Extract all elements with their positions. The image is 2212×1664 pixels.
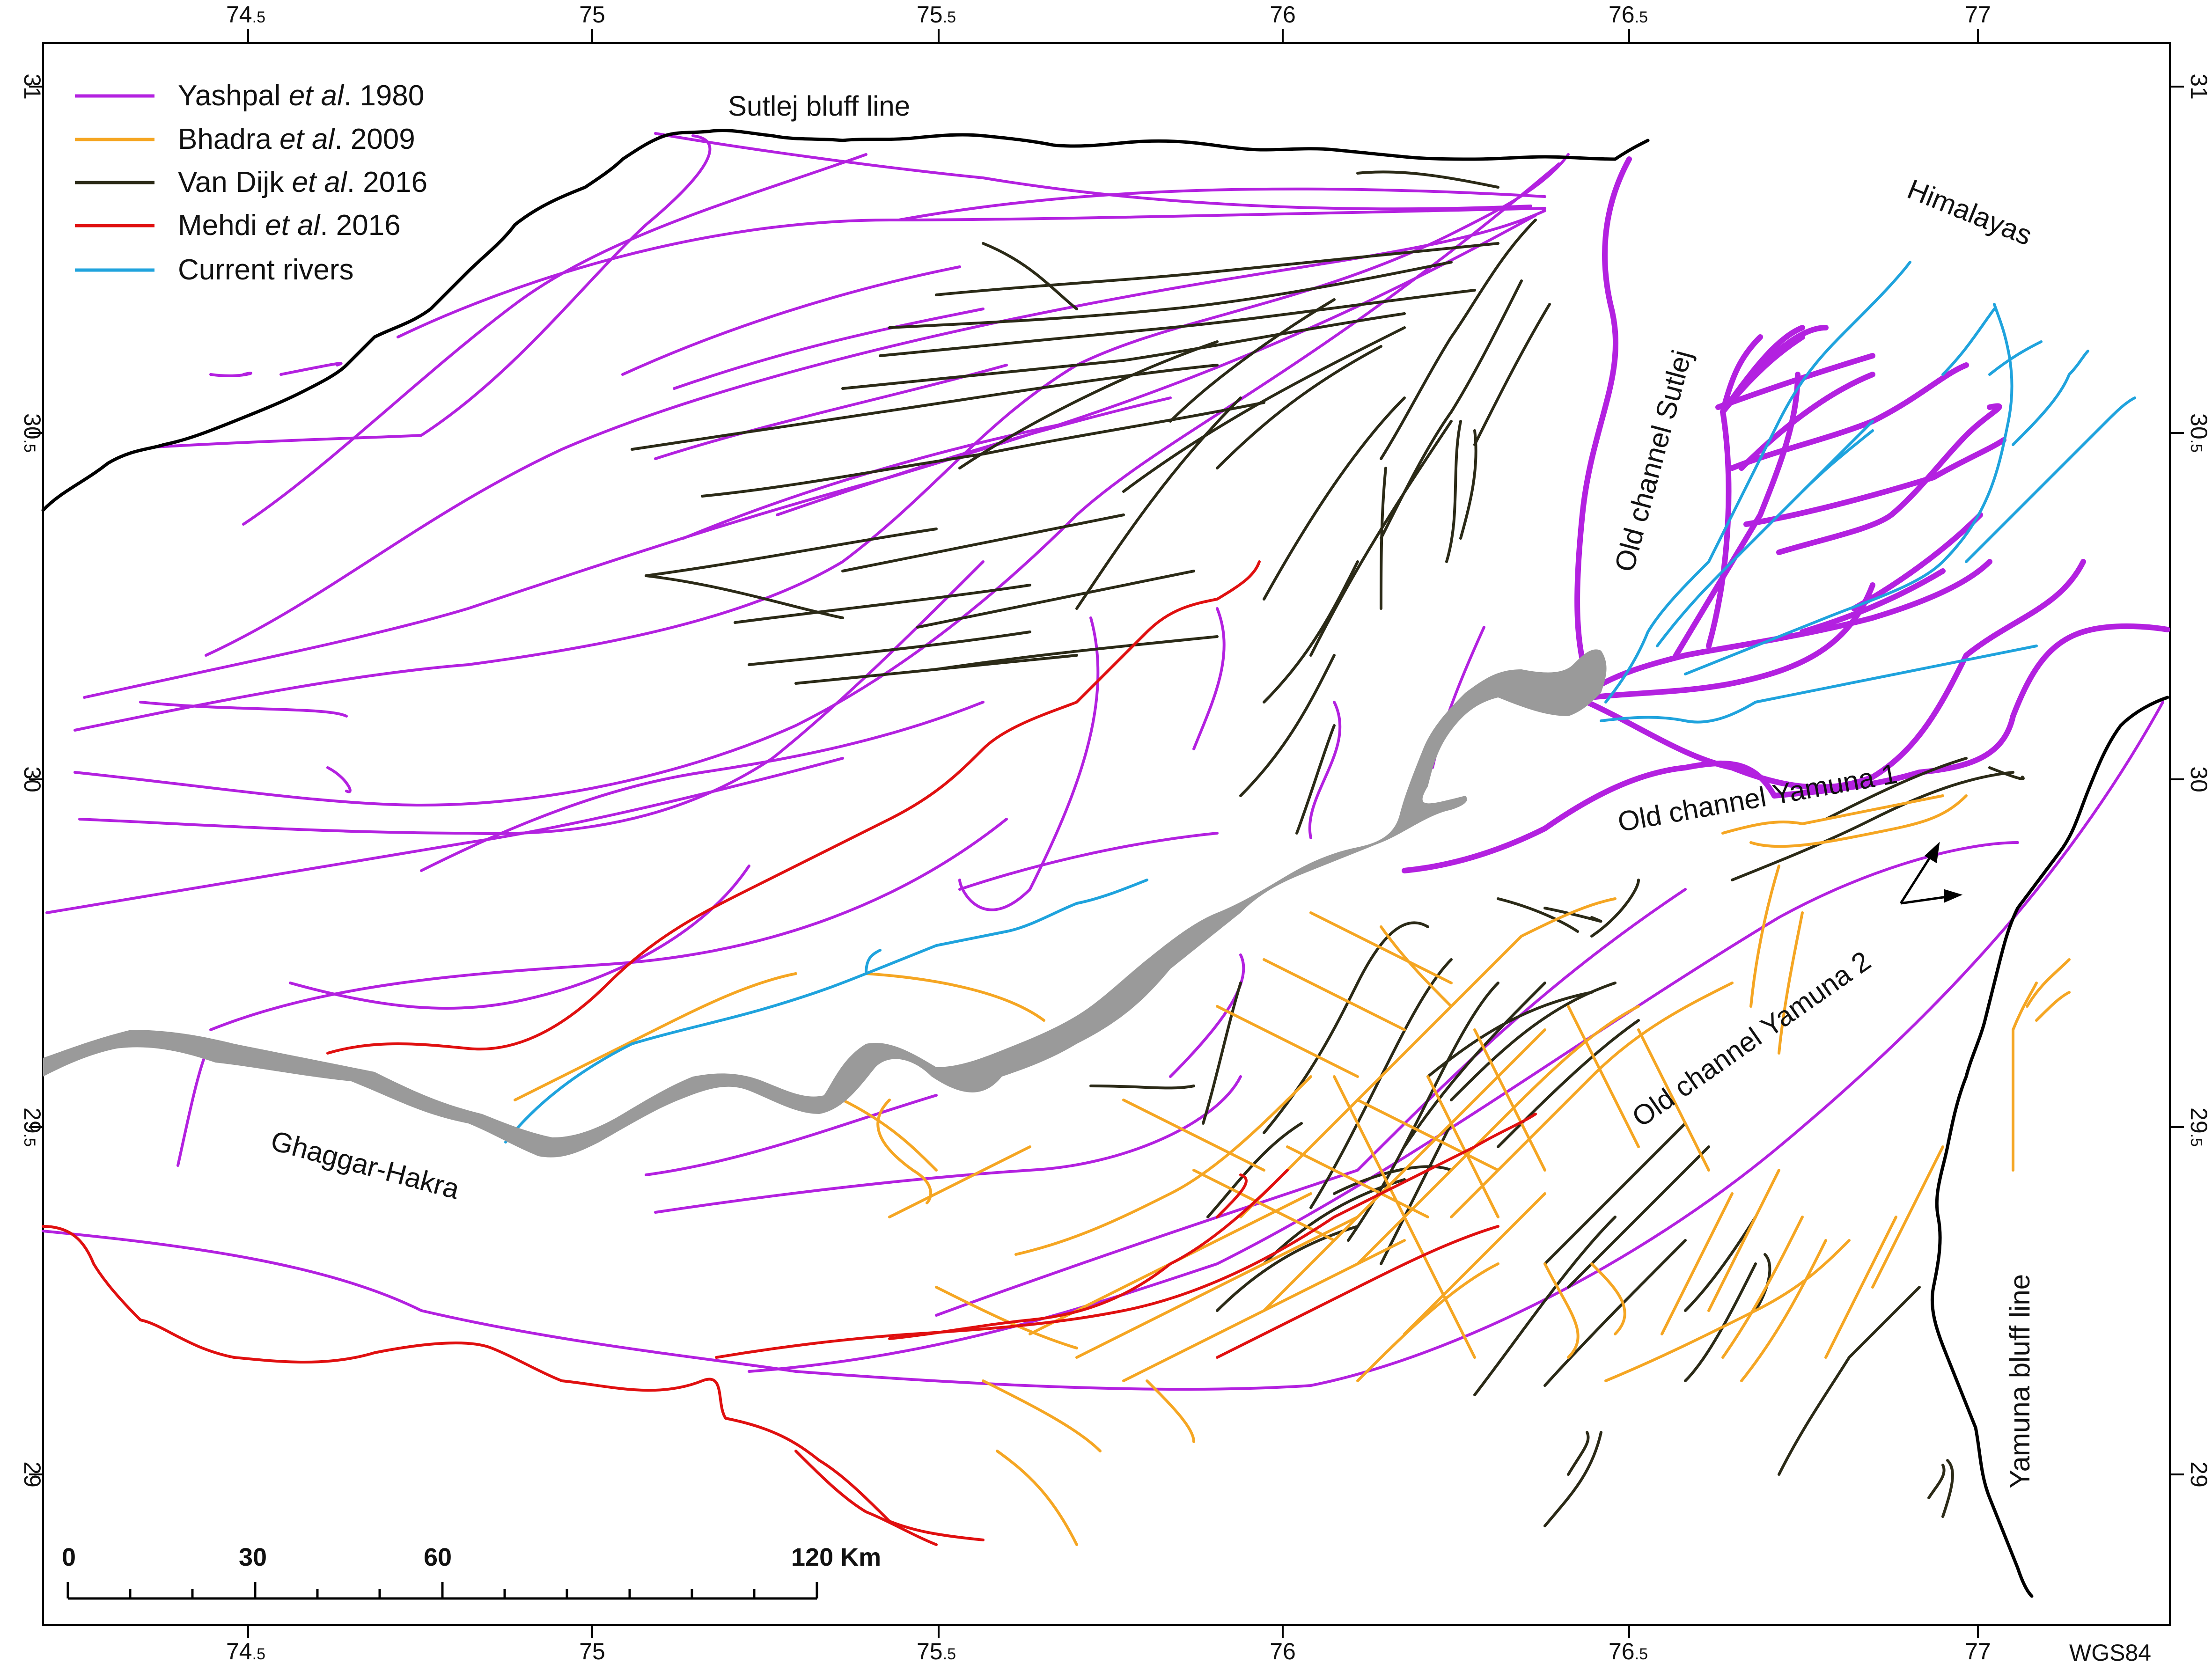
svg-text:Bhadra et al. 2009: Bhadra et al. 2009 xyxy=(178,123,415,155)
legend-item-mehdi: Mehdi et al. 2016 xyxy=(75,209,401,242)
scale-label-30: 30 xyxy=(239,1543,267,1571)
y-tick-right-0: 31 xyxy=(2186,73,2212,100)
label-yamuna-bluff: Yamuna bluff line xyxy=(2004,1274,2036,1488)
current-rivers xyxy=(504,261,2136,1144)
y-tick-right-2: 30 xyxy=(2186,766,2212,792)
legend-item-bhadra: Bhadra et al. 2009 xyxy=(75,123,415,155)
y-tick-right-4: 29 xyxy=(2186,1461,2212,1488)
scale-label-120: 120 Km xyxy=(791,1543,881,1571)
x-tick-top-5: 77 xyxy=(1965,1,1991,28)
legend: Yashpal et al. 1980 Bhadra et al. 2009 V… xyxy=(75,80,427,286)
y-tick-left-0: 31 xyxy=(19,73,45,100)
y-axis-left-labels: 31 30.5 30 29.5 29 xyxy=(19,73,45,1488)
x-tick-bottom-0: 74.5 xyxy=(226,1638,265,1664)
yashpal-major-channels xyxy=(1402,156,2170,873)
label-sutlej-bluff: Sutlej bluff line xyxy=(728,90,910,122)
x-tick-top-1: 75 xyxy=(579,1,605,28)
y-axis-right-labels: 31 30.5 30 29.5 29 xyxy=(2186,73,2212,1488)
frame-ticks xyxy=(29,29,2184,1638)
x-tick-bottom-2: 75.5 xyxy=(917,1638,956,1664)
datum-label: WGS84 xyxy=(2069,1640,2151,1664)
x-tick-top-4: 76.5 xyxy=(1609,1,1648,28)
y-tick-right-1: 30.5 xyxy=(2186,413,2212,453)
y-tick-left-2: 30 xyxy=(19,766,45,792)
y-tick-left-4: 29 xyxy=(19,1461,45,1488)
svg-text:Van Dijk et al. 2016: Van Dijk et al. 2016 xyxy=(178,166,427,198)
legend-item-yashpal: Yashpal et al. 1980 xyxy=(75,80,424,112)
scale-label-0: 0 xyxy=(62,1543,76,1571)
y-tick-left-3: 29.5 xyxy=(19,1107,45,1147)
x-tick-top-3: 76 xyxy=(1270,1,1296,28)
y-tick-right-3: 29.5 xyxy=(2186,1107,2212,1147)
svg-text:Mehdi et al. 2016: Mehdi et al. 2016 xyxy=(178,209,401,242)
x-tick-bottom-5: 77 xyxy=(1965,1638,1991,1664)
legend-item-rivers: Current rivers xyxy=(75,254,354,286)
svg-text:Yashpal et al. 1980: Yashpal et al. 1980 xyxy=(178,80,424,112)
x-tick-top-0: 74.5 xyxy=(226,1,265,28)
mehdi-channels xyxy=(42,560,1537,1546)
direction-arrows xyxy=(1899,842,1963,905)
vandijk-channels xyxy=(631,170,2025,1527)
y-tick-left-1: 30.5 xyxy=(19,413,45,453)
x-axis-bottom-labels: 74.5 75 75.5 76 76.5 77 xyxy=(226,1638,1991,1664)
x-tick-bottom-3: 76 xyxy=(1270,1638,1296,1664)
x-tick-bottom-1: 75 xyxy=(579,1638,605,1664)
x-tick-top-2: 75.5 xyxy=(917,1,956,28)
x-axis-top-labels: 74.5 75 75.5 76 76.5 77 xyxy=(226,1,1991,28)
svg-text:Current rivers: Current rivers xyxy=(178,254,354,286)
scale-bar: 0 30 60 120 Km xyxy=(62,1543,881,1600)
bluff-lines xyxy=(41,129,2169,1598)
legend-item-vandijk: Van Dijk et al. 2016 xyxy=(75,166,427,198)
scale-label-60: 60 xyxy=(424,1543,452,1571)
x-tick-bottom-4: 76.5 xyxy=(1609,1638,1648,1664)
map-border xyxy=(42,42,2171,1626)
